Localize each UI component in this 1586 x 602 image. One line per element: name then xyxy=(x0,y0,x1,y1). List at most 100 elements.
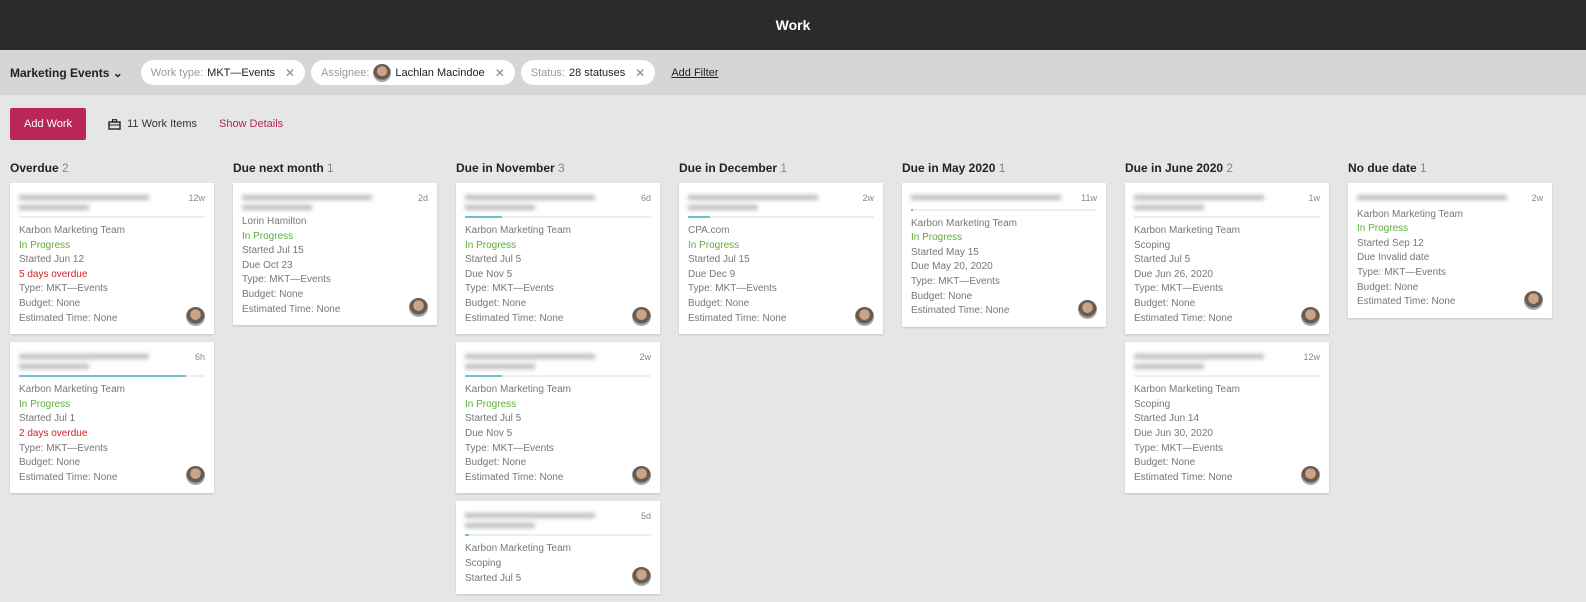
card-detail: Estimated Time: None xyxy=(19,471,118,483)
card-detail: Karbon Marketing Team xyxy=(465,543,571,555)
work-card[interactable]: 11w Karbon Marketing Team In Progress Start… xyxy=(902,183,1106,327)
show-details-link[interactable]: Show Details xyxy=(218,118,284,130)
column-count: 1 xyxy=(1420,161,1427,175)
card-detail: Karbon Marketing Team xyxy=(465,384,571,396)
add-work-button[interactable]: Add Work xyxy=(10,108,87,140)
avatar xyxy=(632,466,651,486)
card-detail: Budget: None xyxy=(1357,281,1419,293)
work-title-redacted xyxy=(465,509,615,532)
column-title: No due date xyxy=(1348,161,1417,175)
avatar xyxy=(186,466,205,486)
card-detail: Estimated Time: None xyxy=(911,305,1010,317)
avatar xyxy=(409,298,428,318)
card-detail: Type: MKT—Events xyxy=(465,283,554,295)
card-detail: Scoping xyxy=(1134,239,1171,251)
card-detail: Type: MKT—Events xyxy=(19,283,108,295)
work-card[interactable]: 2w CPA.com In Progress Started Jul 15 Due De… xyxy=(679,183,883,335)
column-title: Due in June 2020 xyxy=(1125,161,1224,175)
card-detail: Karbon Marketing Team xyxy=(19,384,125,396)
column-title: Due in December xyxy=(679,161,778,175)
card-detail: Budget: None xyxy=(1134,457,1196,469)
filter-value: 28 statuses xyxy=(569,66,626,79)
column-count: 3 xyxy=(558,161,565,175)
card-detail: Type: MKT—Events xyxy=(242,274,331,286)
card-detail: Started May 15 xyxy=(911,246,979,258)
card-detail: Type: MKT—Events xyxy=(1134,442,1223,454)
card-detail: Budget: None xyxy=(19,297,81,309)
card-detail: 2 days overdue xyxy=(19,427,88,439)
card-detail: Started Jul 5 xyxy=(1134,254,1191,266)
card-age: 6d xyxy=(640,193,651,203)
work-card[interactable]: 12w Karbon Marketing Team In Progress Start… xyxy=(10,183,214,335)
card-detail: In Progress xyxy=(911,232,963,244)
board-column: No due date 1 2w Karbon Marketing Team In P… xyxy=(1348,153,1552,326)
card-detail: Started Jul 15 xyxy=(242,245,304,257)
work-card[interactable]: 6d Karbon Marketing Team In Progress Starte… xyxy=(456,183,660,335)
progress-bar xyxy=(911,208,1097,211)
progress-bar xyxy=(465,534,651,537)
card-detail: Due Oct 23 xyxy=(242,259,293,271)
card-detail: In Progress xyxy=(19,398,71,410)
close-icon[interactable]: ✕ xyxy=(635,65,646,80)
filter-chip[interactable]: Assignee: Lachlan Macindoe ✕ xyxy=(311,60,515,85)
board-column: Due in November 3 6d Karbon Marketing Team… xyxy=(456,153,660,602)
filter-value: MKT—Events xyxy=(207,66,276,79)
page-title: Work xyxy=(775,17,811,33)
add-filter-link[interactable]: Add Filter xyxy=(671,66,719,79)
board-column: Due in June 2020 2 1w Karbon Marketing Tea… xyxy=(1125,153,1329,501)
work-card[interactable]: 5d Karbon Marketing Team Scoping Started Ju… xyxy=(456,501,660,595)
app-header: Work xyxy=(0,0,1586,50)
card-age: 6h xyxy=(194,352,205,363)
work-card[interactable]: 2w Karbon Marketing Team In Progress Starte… xyxy=(1348,183,1552,318)
card-detail: Karbon Marketing Team xyxy=(911,217,1017,229)
work-card[interactable]: 12w Karbon Marketing Team Scoping Started J… xyxy=(1125,342,1329,494)
card-detail: Scoping xyxy=(465,557,502,569)
board-column: Due in December 1 2w CPA.com In Progress Sta… xyxy=(679,153,883,342)
column-title: Due in November xyxy=(456,161,555,175)
card-detail: Type: MKT—Events xyxy=(911,275,1000,287)
card-detail: Karbon Marketing Team xyxy=(1134,384,1240,396)
progress-bar xyxy=(1134,375,1320,378)
column-header: Due next month 1 xyxy=(233,153,437,183)
card-detail: Lorin Hamilton xyxy=(242,216,307,227)
close-icon[interactable]: ✕ xyxy=(494,65,505,80)
card-detail: Started Jun 14 xyxy=(1134,413,1200,425)
view-selector[interactable]: Marketing Events ⌄ xyxy=(10,66,123,80)
work-card[interactable]: 2w Karbon Marketing Team In Progress Starte… xyxy=(456,342,660,494)
card-detail: Due Nov 5 xyxy=(465,268,513,280)
work-title-redacted xyxy=(19,350,169,373)
filter-chip[interactable]: Work type: MKT—Events ✕ xyxy=(140,60,306,85)
avatar xyxy=(1524,290,1543,310)
card-detail: Estimated Time: None xyxy=(465,471,564,483)
card-detail: Started Jul 1 xyxy=(19,413,76,425)
work-card[interactable]: 6h Karbon Marketing Team In Progress Starte… xyxy=(10,342,214,494)
card-detail: Budget: None xyxy=(465,457,527,469)
card-detail: Started Jul 5 xyxy=(465,572,522,584)
card-detail: Due May 20, 2020 xyxy=(911,261,993,273)
filter-value: Lachlan Macindoe xyxy=(395,66,485,79)
card-detail: Started Sep 12 xyxy=(1357,237,1424,249)
card-detail: Karbon Marketing Team xyxy=(465,225,571,236)
card-detail: Due Jun 30, 2020 xyxy=(1134,427,1213,439)
filter-chip[interactable]: Status: 28 statuses ✕ xyxy=(520,60,656,85)
card-detail: Estimated Time: None xyxy=(1357,296,1456,308)
card-detail: Due Jun 26, 2020 xyxy=(1134,268,1213,280)
work-card[interactable]: 2d Lorin Hamilton In Progress Started Jul 1… xyxy=(233,183,437,326)
card-detail: In Progress xyxy=(465,239,517,251)
card-detail: In Progress xyxy=(242,230,294,242)
work-title-redacted xyxy=(19,191,169,213)
card-age: 2w xyxy=(639,352,651,363)
column-count: 2 xyxy=(62,161,69,175)
card-detail: In Progress xyxy=(1357,223,1409,235)
card-age: 11w xyxy=(1081,193,1097,203)
chevron-down-icon: ⌄ xyxy=(112,65,123,80)
card-detail: Budget: None xyxy=(465,297,527,309)
card-detail: Estimated Time: None xyxy=(465,312,564,324)
card-detail: Budget: None xyxy=(911,290,973,302)
work-title-redacted xyxy=(688,191,838,213)
close-icon[interactable]: ✕ xyxy=(285,65,296,80)
work-card[interactable]: 1w Karbon Marketing Team Scoping Started Ju… xyxy=(1125,183,1329,335)
card-detail: Budget: None xyxy=(1134,297,1196,309)
card-detail: Started Jul 5 xyxy=(465,254,522,266)
view-label: Marketing Events xyxy=(10,65,110,80)
